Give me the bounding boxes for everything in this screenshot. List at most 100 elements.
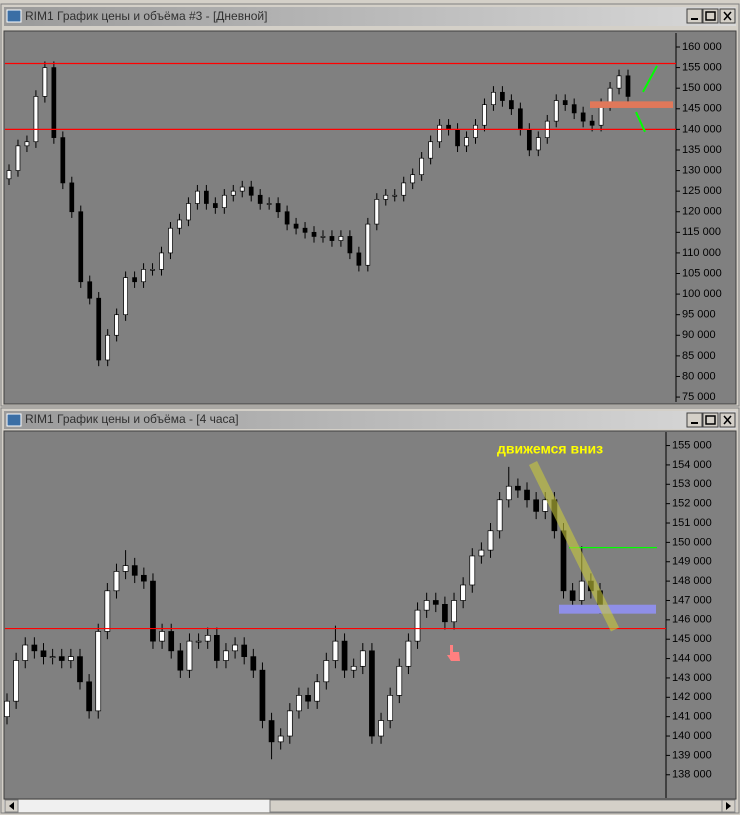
candle-body xyxy=(24,141,30,147)
candle-body xyxy=(314,681,321,702)
candle-body xyxy=(437,124,442,143)
candle-body xyxy=(347,236,353,254)
candle-body xyxy=(401,182,407,196)
y-tick-label: 145 000 xyxy=(672,633,712,645)
candle-body xyxy=(442,603,448,623)
candle-body xyxy=(473,124,478,138)
minimize-button[interactable] xyxy=(686,412,703,428)
candle-body xyxy=(320,236,326,238)
candle-body xyxy=(31,644,38,652)
candle-body xyxy=(250,656,257,671)
icon xyxy=(9,802,14,810)
candle-body xyxy=(86,681,92,712)
candle-body xyxy=(69,182,75,213)
y-tick-label: 148 000 xyxy=(672,575,712,587)
candle-body xyxy=(296,695,302,712)
candle-body xyxy=(455,129,460,147)
y-tick-label: 75 000 xyxy=(682,391,716,403)
chart-area xyxy=(3,430,737,800)
y-tick-label: 149 000 xyxy=(672,556,712,568)
candle-body xyxy=(131,565,138,576)
y-tick-label: 135 000 xyxy=(682,144,722,156)
candle-body xyxy=(13,660,19,702)
candle-body xyxy=(248,186,254,196)
y-tick-label: 151 000 xyxy=(672,517,712,529)
candle-body xyxy=(195,190,200,204)
y-tick-label: 138 000 xyxy=(672,769,712,781)
candle-body xyxy=(482,104,487,126)
candle-body xyxy=(410,174,416,184)
icon xyxy=(705,11,716,21)
candle-body xyxy=(49,656,56,658)
candle-body xyxy=(323,660,330,683)
y-tick-label: 115 000 xyxy=(682,226,721,238)
candle-body xyxy=(302,227,308,233)
y-tick-label: 130 000 xyxy=(682,164,722,176)
candle-body xyxy=(122,565,129,572)
candle-body xyxy=(212,203,218,208)
window-buttons[interactable] xyxy=(686,8,736,24)
candle-body xyxy=(275,203,281,213)
candle-body xyxy=(405,640,412,667)
icon xyxy=(723,415,732,425)
candle-body xyxy=(87,281,93,299)
candle-body xyxy=(239,186,245,192)
candle-body xyxy=(42,67,48,97)
candle-body xyxy=(491,91,496,106)
annotation: движемся вниз xyxy=(497,441,603,457)
y-tick-label: 139 000 xyxy=(672,749,712,761)
candle-body xyxy=(451,600,457,623)
candle-body xyxy=(509,100,514,110)
candle-body xyxy=(114,314,120,336)
candle-body xyxy=(423,600,430,611)
y-tick-label: 154 000 xyxy=(672,459,712,471)
candle-body xyxy=(432,600,439,605)
scroll-thumb[interactable] xyxy=(269,799,723,813)
minimize-button[interactable] xyxy=(686,8,703,24)
candle-body xyxy=(338,236,344,241)
candle-body xyxy=(571,104,577,114)
candle-body xyxy=(51,67,57,138)
candle-body xyxy=(464,137,469,147)
candle-body xyxy=(378,720,384,737)
candle-body xyxy=(293,223,299,229)
candle-body xyxy=(277,735,284,743)
candle-body xyxy=(195,640,202,643)
candle-body xyxy=(96,297,102,361)
candle-body xyxy=(524,489,530,501)
candle-body xyxy=(359,650,366,667)
candle-body xyxy=(460,584,467,601)
candle-body xyxy=(535,137,541,151)
y-tick-label: 140 000 xyxy=(672,730,712,742)
candle-body xyxy=(446,124,451,130)
candle-body xyxy=(589,120,595,126)
candle-body xyxy=(241,644,248,657)
y-tick-label: 144 000 xyxy=(672,652,712,664)
candle-body xyxy=(369,650,375,737)
window-buttons[interactable] xyxy=(686,412,736,428)
candle-body xyxy=(553,100,559,122)
y-tick-label: 80 000 xyxy=(682,370,716,382)
candle-body xyxy=(266,203,272,205)
candle-body xyxy=(186,640,193,671)
candle-body xyxy=(580,112,586,122)
candle-body xyxy=(396,665,403,696)
y-tick-label: 146 000 xyxy=(672,614,712,626)
candle-body xyxy=(15,145,21,171)
candle-body xyxy=(150,269,155,271)
candle-body xyxy=(533,499,539,512)
candle-body xyxy=(560,530,567,592)
candle-body xyxy=(478,549,485,557)
candle-body xyxy=(505,485,512,501)
candle-body xyxy=(159,252,164,270)
candle-body xyxy=(113,571,120,592)
candle-body xyxy=(95,631,102,712)
candle-body xyxy=(6,170,12,180)
y-tick-label: 152 000 xyxy=(672,498,712,510)
candle-body xyxy=(230,190,236,196)
chart-area xyxy=(3,30,737,405)
candle-body xyxy=(58,656,65,661)
price-band xyxy=(590,101,673,108)
candle-body xyxy=(159,631,165,642)
title-bar xyxy=(4,7,736,26)
